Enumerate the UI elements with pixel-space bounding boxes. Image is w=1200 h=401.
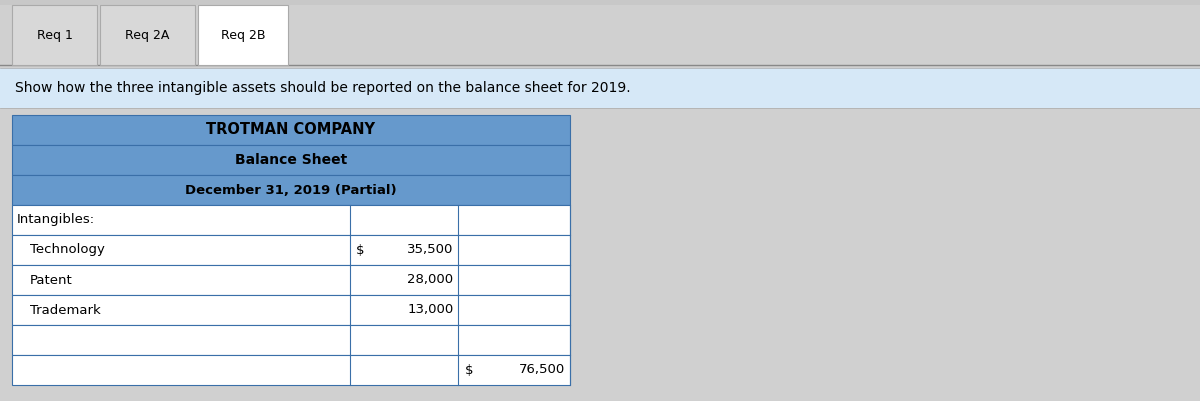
Bar <box>12 115 570 145</box>
Bar <box>0 0 1200 5</box>
Text: Req 2A: Req 2A <box>125 28 169 41</box>
Text: Patent: Patent <box>30 273 73 286</box>
Text: December 31, 2019 (Partial): December 31, 2019 (Partial) <box>185 184 397 196</box>
Bar <box>12 235 570 265</box>
Text: 35,500: 35,500 <box>407 243 454 257</box>
Text: $: $ <box>464 363 473 377</box>
Bar <box>12 295 570 325</box>
Text: Req 1: Req 1 <box>36 28 72 41</box>
Text: 76,500: 76,500 <box>518 363 565 377</box>
Text: Req 2B: Req 2B <box>221 28 265 41</box>
Bar <box>12 265 570 295</box>
Bar <box>0 68 1200 108</box>
Text: $: $ <box>355 243 364 257</box>
Text: TROTMAN COMPANY: TROTMAN COMPANY <box>206 122 376 138</box>
Bar <box>198 5 288 65</box>
Bar <box>12 205 570 235</box>
Bar <box>12 355 570 385</box>
Text: Intangibles:: Intangibles: <box>17 213 95 227</box>
Text: 13,000: 13,000 <box>407 304 454 316</box>
Text: Balance Sheet: Balance Sheet <box>235 153 347 167</box>
Text: Technology: Technology <box>30 243 104 257</box>
Bar <box>12 5 97 65</box>
Bar <box>12 175 570 205</box>
Bar <box>100 5 194 65</box>
Text: Trademark: Trademark <box>30 304 101 316</box>
Text: 28,000: 28,000 <box>407 273 454 286</box>
Text: Show how the three intangible assets should be reported on the balance sheet for: Show how the three intangible assets sho… <box>14 81 631 95</box>
Bar <box>12 145 570 175</box>
Bar <box>12 325 570 355</box>
